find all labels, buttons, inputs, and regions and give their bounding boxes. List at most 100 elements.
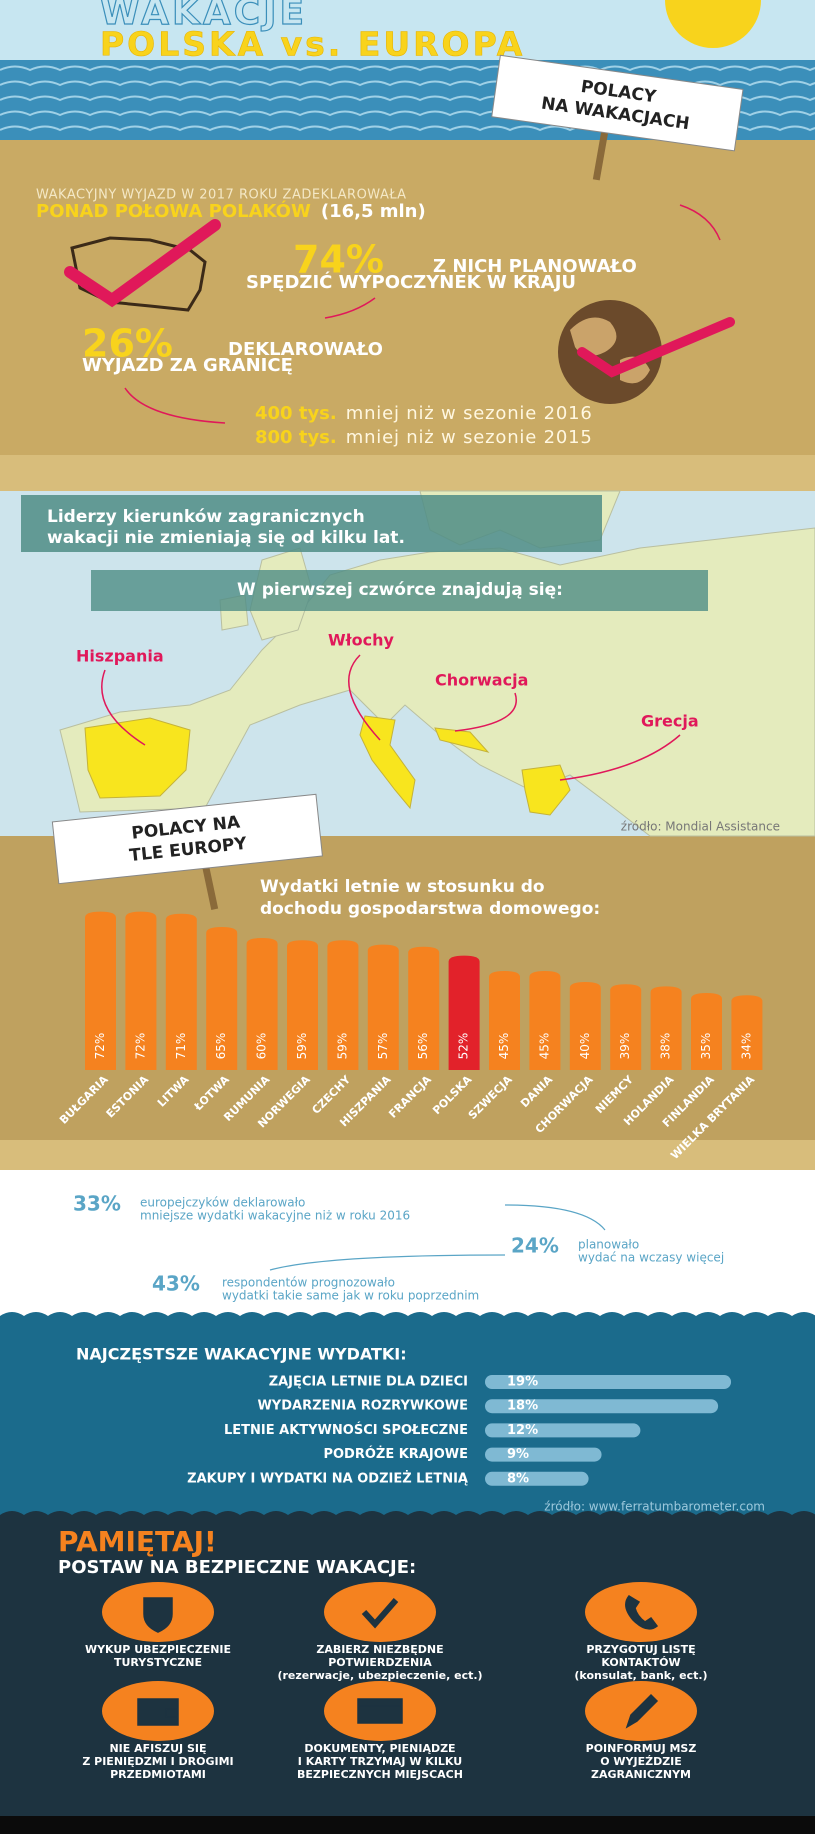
icon [357, 1698, 403, 1724]
tip-text: PRZEDMIOTAMI [110, 1768, 206, 1781]
sign-board [51, 793, 323, 885]
sand-edge [0, 1140, 815, 1170]
wave-edge [0, 1312, 815, 1328]
sand-edge [0, 455, 815, 492]
bar [650, 986, 682, 1070]
tips-subtitle: POSTAW NA BEZPIECZNE WAKACJE: [58, 1557, 416, 1578]
bar [485, 1447, 602, 1462]
stat-text: wydać na wczasy więcej [578, 1251, 724, 1265]
bar [206, 927, 238, 1070]
value-label: 65% [214, 1033, 228, 1060]
value-label: 38% [659, 1033, 673, 1060]
map-heading: wakacji nie zmieniają się od kilku lat. [47, 528, 405, 548]
comparison-text: mniej niż w sezonie 2015 [346, 427, 593, 448]
intro: WAKACYJNY WYJAZD W 2017 ROKU ZADEKLAROWA… [36, 188, 407, 203]
abroad-text: DEKLAROWAŁO [228, 339, 383, 360]
bar [85, 911, 116, 1070]
bar [731, 995, 763, 1070]
title: WAKACJE [100, 0, 307, 33]
heading-box [21, 495, 602, 552]
tip-text: (rezerwacje, ubezpieczenie, ect.) [277, 1669, 482, 1682]
tip-text: I KARTY TRZYMAJ W KILKU [298, 1755, 462, 1768]
value-label: 52% [457, 1033, 471, 1060]
tip-text: KONTAKTÓW [601, 1656, 680, 1669]
tip-text: POINFORMUJ MSZ [586, 1742, 697, 1755]
map-source: źródło: Mondial Assistance [621, 820, 780, 834]
category-label: LETNIE AKTYWNOŚCI SPOŁECZNE [224, 1422, 468, 1438]
value-label: 59% [295, 1033, 309, 1060]
icon-circle [585, 1582, 697, 1642]
comparison-amount: 800 tys. [255, 427, 337, 448]
count: (16,5 mln) [321, 201, 426, 222]
value-label: 56% [416, 1033, 430, 1060]
value-label: 57% [376, 1033, 390, 1060]
arrow [101, 669, 146, 746]
stat-text: europejczyków deklarowało [140, 1196, 305, 1210]
domestic-text: SPĘDZIĆ WYPOCZYNEK W KRAJU [246, 271, 576, 293]
tip-text: ZABIERZ NIEZBĘDNE [316, 1643, 443, 1656]
value-label: 45% [537, 1033, 551, 1060]
bar [287, 940, 318, 1070]
arrow [559, 734, 681, 781]
tip-text: Z PIENIĘDZMI I DROGIMI [82, 1755, 233, 1768]
tip-text: BEZPIECZNYCH MIEJSCACH [297, 1768, 463, 1781]
comparison-amount: 400 tys. [255, 403, 337, 424]
check [577, 317, 735, 378]
bar [448, 955, 480, 1070]
chart-title: Wydatki letnie w stosunku do [260, 877, 545, 897]
stat-text: mniejsze wydatki wakacyjne niż w roku 20… [140, 1209, 410, 1223]
croatia [434, 727, 490, 753]
bar [125, 911, 157, 1070]
domestic-text: Z NICH PLANOWAŁO [433, 256, 637, 277]
spending-background [0, 1321, 815, 1521]
bar [165, 913, 197, 1070]
tip-text: TURYSTYCZNE [114, 1656, 202, 1669]
value-label: 35% [699, 1033, 713, 1060]
wave [0, 65, 815, 72]
sign-board [491, 54, 744, 152]
value-label: 45% [497, 1033, 511, 1060]
bar [569, 982, 601, 1070]
icon-circle [324, 1582, 436, 1642]
icon [143, 1597, 173, 1633]
value-label: 8% [507, 1471, 529, 1486]
icon [625, 1693, 659, 1729]
icon [625, 1595, 659, 1630]
abroad-text: WYJAZD ZA GRANICĘ [82, 355, 293, 376]
sign-post [592, 125, 610, 181]
sand [0, 140, 815, 492]
country-label: Grecja [641, 712, 699, 731]
value-label: 19% [507, 1375, 538, 1390]
arrow [504, 1204, 606, 1231]
stat-text: respondentów prognozowało [222, 1276, 395, 1290]
comparison-text: mniej niż w sezonie 2016 [346, 403, 593, 424]
arrow [124, 387, 226, 424]
italy [359, 715, 416, 810]
tips-background [0, 1520, 815, 1820]
category-label: WYDARZENIA ROZRYWKOWE [257, 1399, 468, 1414]
stat-pct: 43% [152, 1272, 200, 1296]
country-label: Hiszpania [76, 647, 164, 666]
tips-title: PAMIĘTAJ! [58, 1525, 217, 1558]
stat-pct: 33% [73, 1192, 121, 1216]
check [64, 219, 221, 308]
country-label: Chorwacja [435, 671, 528, 690]
subheading-box [91, 570, 708, 611]
bar [246, 938, 278, 1070]
bar [485, 1375, 732, 1389]
tip-text: PRZYGOTUJ LISTĘ [586, 1643, 695, 1656]
stats-background [0, 1170, 815, 1322]
sign-post [200, 859, 219, 910]
subtitle: POLSKA vs. EUROPA [100, 25, 525, 64]
value-label: 59% [335, 1033, 349, 1060]
stat-pct: 24% [511, 1234, 559, 1258]
bar [489, 971, 520, 1070]
chart-title: NAJCZĘSTSZE WAKACYJNE WYDATKI: [76, 1345, 407, 1364]
arrow [454, 692, 517, 732]
bar [327, 940, 359, 1070]
bar [485, 1471, 589, 1486]
